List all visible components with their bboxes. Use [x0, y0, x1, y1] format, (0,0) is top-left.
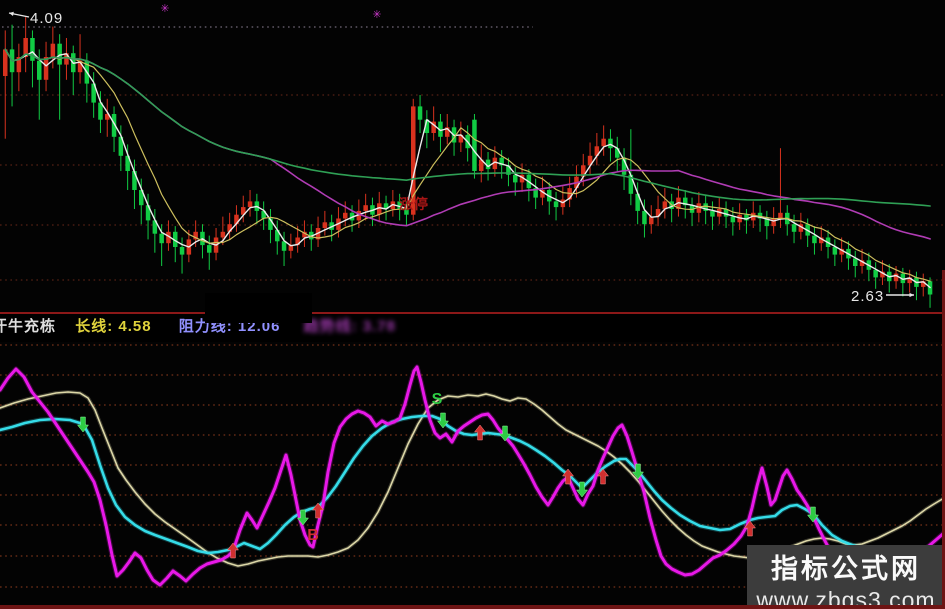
sell-arrow-icon: [76, 416, 90, 433]
watermark-title: 指标公式网: [771, 554, 921, 584]
black-patch-overlay: [205, 293, 312, 323]
buy-arrow-icon: [596, 468, 610, 485]
screen-right-border: [942, 270, 945, 609]
main-annotations: 4.09 涨停 2.63 ✳ ✳: [8, 3, 914, 305]
buy-arrow-icon: [311, 502, 325, 519]
long-line-value: 长线: 4.58: [75, 318, 152, 335]
oscillator-panel[interactable]: SB: [0, 344, 945, 591]
ma-mid-line: [4, 48, 931, 282]
sell-arrow-icon: [296, 509, 310, 526]
candlestick-series: [3, 17, 933, 308]
high-price-label: 4.09: [30, 10, 63, 27]
buy-arrow-icon: [473, 424, 487, 441]
screen-bottom-border: [0, 605, 945, 609]
buy-signal-letter: B: [307, 527, 319, 544]
star-marker: ✳: [160, 3, 169, 15]
sell-arrow-icon: [806, 506, 820, 523]
indicator-status-bar: 汗牛充栋 长线: 4.58 阻力线: 12.06 趋势线: 3.78: [0, 312, 945, 342]
sell-arrow-icon: [631, 463, 645, 480]
fast-line: [0, 364, 945, 591]
watermark-url: www.zbgs3.com: [756, 587, 936, 609]
buy-arrow-icon: [226, 542, 240, 559]
limit-up-label: 涨停: [399, 196, 429, 212]
signal-markers: SB: [76, 391, 820, 559]
sell-signal-letter: S: [432, 391, 443, 408]
star-marker: ✳: [372, 9, 381, 21]
oscillator-gridlines: [0, 344, 945, 588]
obscured-indicator-value: 趋势线: 3.78: [303, 318, 396, 335]
main-price-panel[interactable]: 4.09 涨停 2.63 ✳ ✳: [0, 3, 945, 308]
sell-arrow-icon: [436, 412, 450, 429]
indicator-name-label: 汗牛充栋: [0, 318, 57, 335]
low-price-label: 2.63: [851, 288, 884, 305]
buy-arrow-icon: [561, 468, 575, 485]
watermark: 指标公式网 www.zbgs3.com: [747, 545, 945, 609]
ma-slowest-line: [4, 48, 931, 207]
slow-line: [0, 390, 945, 568]
sell-arrow-icon: [498, 425, 512, 442]
ma-fast-line: [4, 48, 931, 289]
sell-arrow-icon: [575, 481, 589, 498]
mid-line: [0, 413, 945, 573]
buy-arrow-icon: [743, 520, 757, 537]
